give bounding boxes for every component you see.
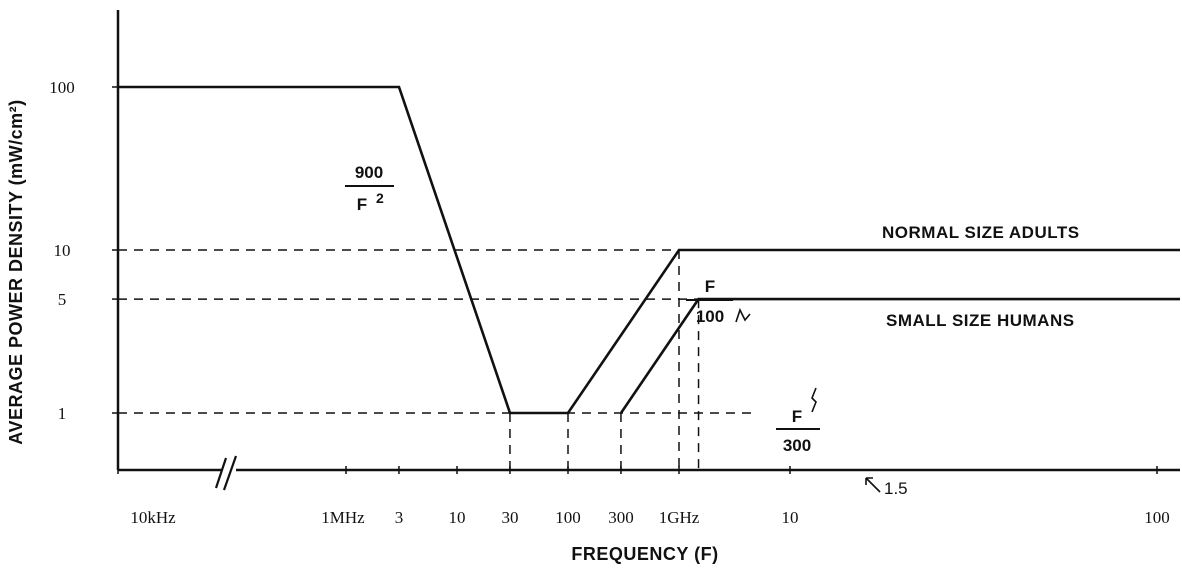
- x-tick-label: 1MHz: [321, 508, 365, 527]
- x-tick-label: 100: [1144, 508, 1170, 527]
- pointer-arrow-icon: [735, 307, 751, 323]
- y-tick-label: 5: [58, 290, 67, 309]
- pointer-arrow-icon: [811, 387, 817, 413]
- formula-adult-rise-denominator: 100: [696, 307, 724, 326]
- formula-small-rise-denominator: 300: [783, 436, 811, 455]
- x-tick-label: 100: [555, 508, 581, 527]
- x-tick-label: 10: [782, 508, 799, 527]
- x-tick-label: 300: [608, 508, 634, 527]
- guides: [118, 249, 1180, 470]
- series-line-0: [118, 85, 1180, 415]
- y-ticks: 100 10 5 1: [49, 78, 118, 423]
- axis-break-icon: [214, 455, 238, 491]
- y-tick-label: 100: [49, 78, 75, 97]
- marker-arrow-icon: [865, 477, 881, 493]
- x-tick-label: 30: [501, 508, 518, 527]
- y-axis-title: AVERAGE POWER DENSITY (mW/cm²): [6, 99, 26, 444]
- x-tick-label: 10kHz: [130, 508, 176, 527]
- x-axis-title: FREQUENCY (F): [571, 544, 718, 564]
- formula-adult-rise: F 100: [686, 277, 751, 326]
- series-label-normal-size-adults: NORMAL SIZE ADULTS: [882, 223, 1080, 242]
- formula-falloff-numerator: 900: [355, 163, 383, 182]
- formula-falloff: 900 F 2: [345, 163, 394, 214]
- formula-small-rise-numerator: F: [792, 407, 802, 426]
- x-tick-label: 1GHz: [659, 508, 700, 527]
- formula-small-rise: F 300: [776, 387, 820, 455]
- x-tick-label: 3: [395, 508, 404, 527]
- formula-falloff-exponent: 2: [376, 190, 384, 206]
- series-label-small-size-humans: SMALL SIZE HUMANS: [886, 311, 1075, 330]
- marker-1-5-label: 1.5: [884, 479, 908, 498]
- marker-1-5: 1.5: [865, 477, 908, 498]
- x-ticks: 10kHz 1MHz 3 10 30 100 300 1GHz 10 100: [117, 466, 1170, 527]
- y-tick-label: 10: [54, 241, 71, 260]
- y-tick-label: 1: [58, 404, 67, 423]
- x-tick-label: 10: [449, 508, 466, 527]
- formula-adult-rise-numerator: F: [705, 277, 715, 296]
- formula-falloff-denominator: F: [357, 195, 367, 214]
